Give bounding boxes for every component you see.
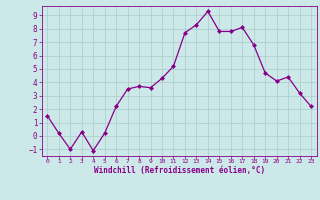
X-axis label: Windchill (Refroidissement éolien,°C): Windchill (Refroidissement éolien,°C): [94, 166, 265, 175]
